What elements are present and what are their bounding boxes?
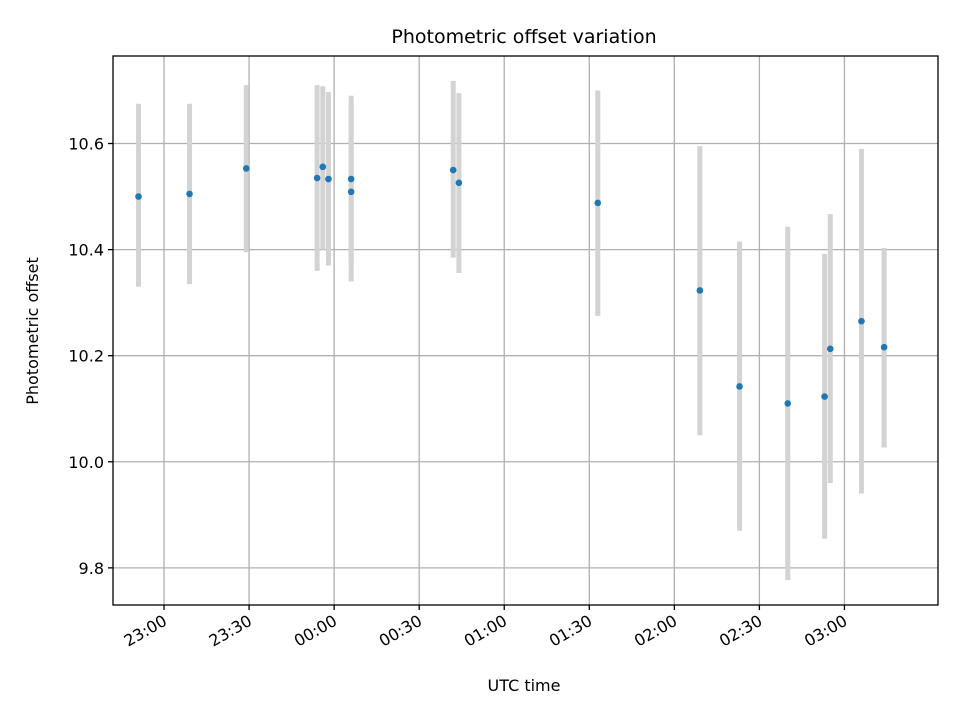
x-tick-label: 02:30 [716,611,765,651]
data-point [696,287,704,294]
data-point [594,199,602,207]
data-point [319,163,327,171]
y-tick-label: 9.8 [79,559,104,578]
y-axis-ticks: 9.8 10.0 10.2 10.4 10.6 [68,135,113,578]
grid [113,56,938,605]
x-tick-label: 00:00 [291,611,340,651]
x-tick-label: 00:30 [376,611,425,651]
data-point [347,175,355,183]
x-tick-label: 01:00 [461,611,510,651]
y-tick-label: 10.4 [68,241,104,260]
data-point [325,175,332,183]
data-point [449,166,457,174]
data-point [242,165,250,172]
y-tick-label: 10.6 [68,135,104,154]
data-point [135,193,142,200]
data-point [826,345,834,353]
data-point [313,174,321,182]
chart-title: Photometric offset variation [391,26,656,48]
y-axis-label: Photometric offset [23,257,42,405]
data-point [880,343,888,351]
y-tick-label: 10.2 [68,347,104,366]
data-points [135,163,888,407]
data-point [784,400,792,407]
data-point [858,317,865,325]
data-point [736,383,743,390]
x-tick-label: 23:00 [121,611,170,651]
x-axis-label: UTC time [488,676,561,695]
data-point [821,393,828,400]
data-point [455,179,463,187]
x-tick-label: 23:30 [206,611,255,651]
x-tick-label: 02:00 [631,611,680,651]
x-axis-ticks: 23:00 23:30 00:00 00:30 01:00 01:30 02:00 02:30… [121,605,850,651]
data-point [186,190,193,198]
error-bars [136,80,887,581]
x-tick-label: 03:00 [801,611,850,651]
y-tick-label: 10.0 [68,453,104,472]
x-tick-label: 01:30 [546,611,595,651]
data-point [347,188,355,196]
plot-frame [112,55,939,606]
